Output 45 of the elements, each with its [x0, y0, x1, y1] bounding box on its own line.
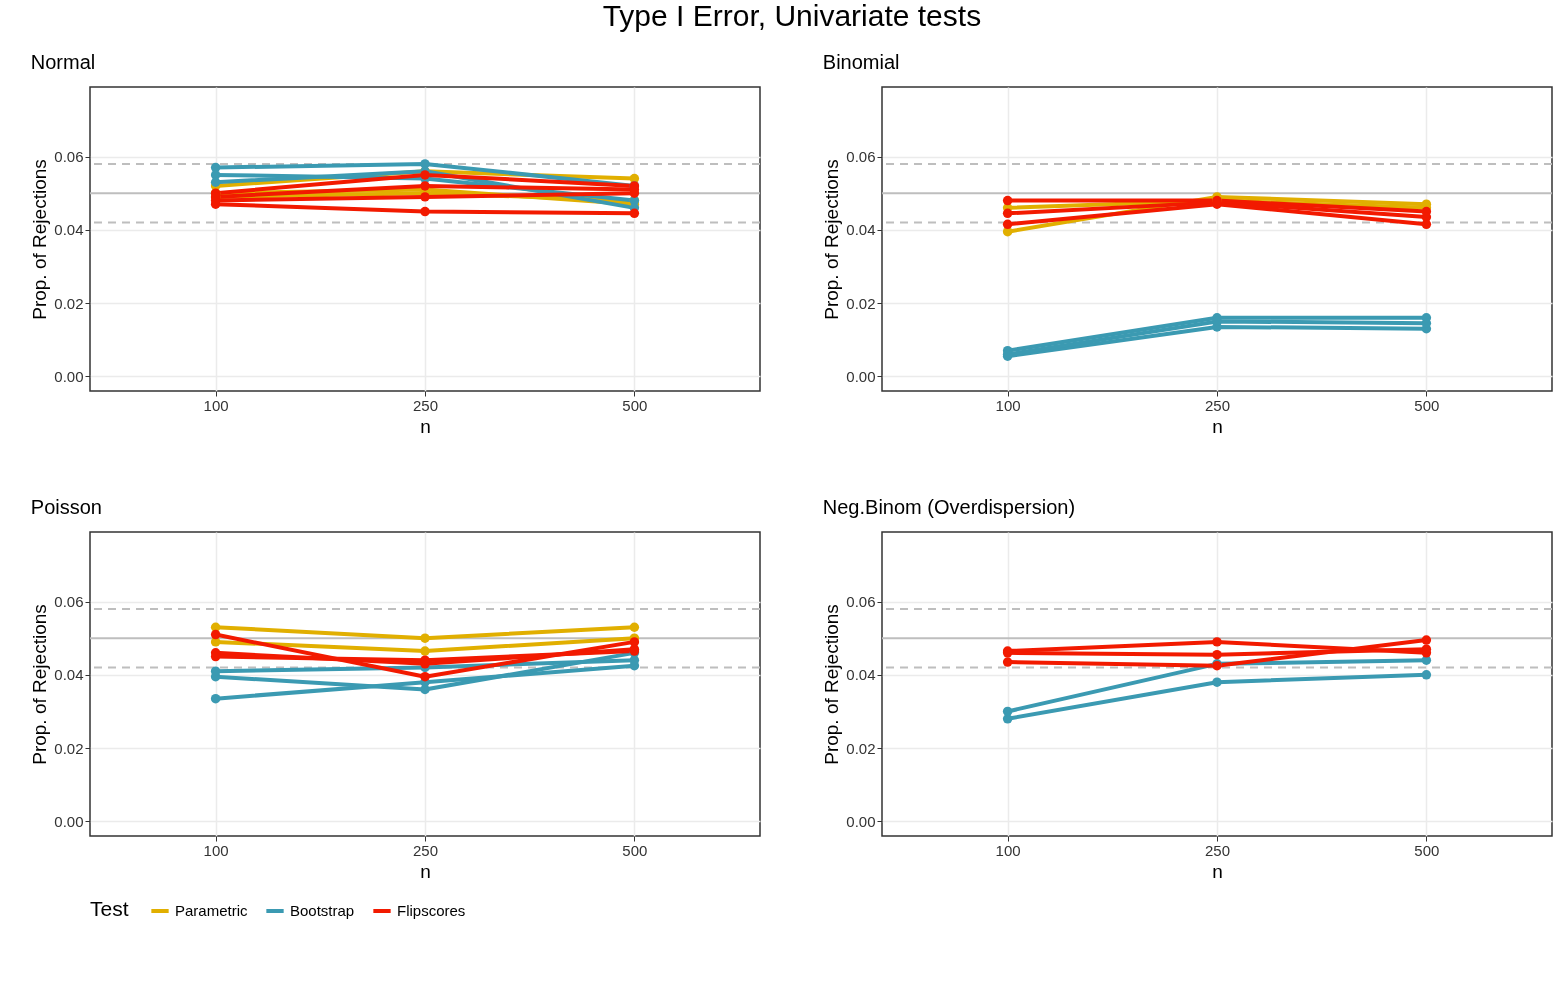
y-tick-label: 0.04: [846, 666, 876, 684]
x-tick-label: 500: [1414, 396, 1440, 414]
y-tick-label: 0.06: [54, 148, 84, 166]
y-axis-title: Prop. of Rejections: [821, 159, 843, 320]
y-tick-label: 0.00: [846, 367, 876, 385]
x-tick-label: 500: [622, 396, 648, 414]
legend-label: Flipscores: [397, 902, 466, 919]
legend-label: Parametric: [175, 902, 249, 919]
y-tick-label: 0.00: [54, 367, 84, 385]
x-axis-title: n: [420, 860, 431, 882]
y-tick-label: 0.06: [846, 148, 876, 166]
legend-title: Test: [90, 897, 129, 920]
x-axis-title: n: [1212, 415, 1223, 437]
y-tick-label: 0.02: [846, 294, 876, 312]
x-tick-label: 100: [995, 841, 1021, 859]
y-tick-label: 0.06: [54, 593, 84, 611]
text: Type I Error, Univariate tests: [602, 0, 982, 33]
y-tick-label: 0.02: [54, 739, 84, 757]
chart-title: Normal: [30, 51, 96, 73]
x-tick-label: 100: [995, 396, 1021, 414]
x-tick-label: 250: [412, 841, 439, 859]
x-tick-label: 100: [203, 396, 229, 414]
y-tick-label: 0.02: [54, 294, 84, 312]
x-tick-label: 500: [1414, 841, 1440, 859]
y-tick-label: 0.00: [846, 812, 876, 830]
x-tick-label: 250: [412, 396, 439, 414]
x-tick-label: 250: [1204, 841, 1231, 859]
y-tick-label: 0.04: [54, 221, 84, 239]
x-tick-label: 500: [622, 841, 648, 859]
chart-title: Neg.Binom (Overdispersion): [822, 496, 1076, 518]
x-axis-title: n: [420, 415, 431, 437]
chart-title: Poisson: [30, 496, 102, 518]
chart-title: Binomial: [822, 51, 900, 73]
legend-label: Bootstrap: [290, 902, 355, 919]
x-axis-title: n: [1212, 860, 1223, 882]
y-tick-label: 0.04: [846, 221, 876, 239]
y-tick-label: 0.04: [54, 666, 84, 684]
y-axis-title: Prop. of Rejections: [821, 604, 843, 765]
y-axis-title: Prop. of Rejections: [29, 604, 51, 765]
x-tick-label: 250: [1204, 396, 1231, 414]
y-tick-label: 0.06: [846, 593, 876, 611]
y-tick-label: 0.02: [846, 739, 876, 757]
y-tick-label: 0.00: [54, 812, 84, 830]
x-tick-label: 100: [203, 841, 229, 859]
y-axis-title: Prop. of Rejections: [29, 159, 51, 320]
